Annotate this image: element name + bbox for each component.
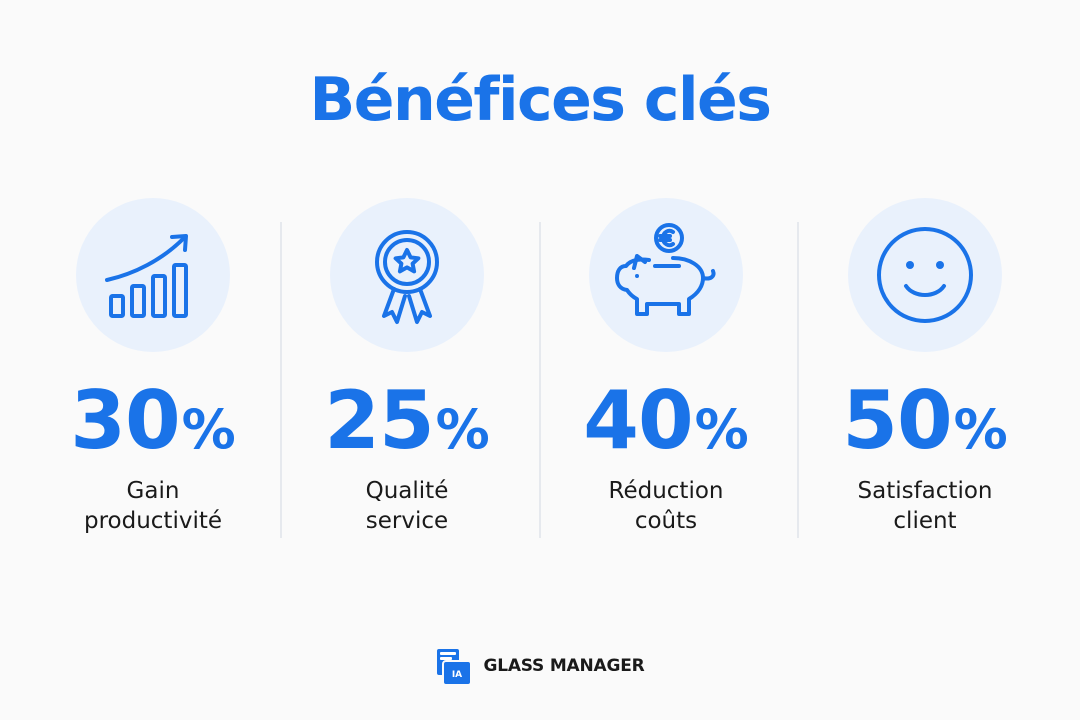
- benefit-label: Qualité service: [282, 476, 532, 536]
- benefit-label-line1: Qualité: [365, 478, 449, 504]
- benefit-card-productivity: 30% Gain productivité: [28, 198, 278, 538]
- stat-unit: %: [694, 398, 749, 461]
- stat-number: 50: [842, 374, 952, 467]
- stat-number: 25: [324, 374, 434, 467]
- piggy-bank-euro-icon: [615, 223, 716, 316]
- stat-number: 30: [70, 374, 180, 467]
- icon-circle: [330, 198, 484, 352]
- icon-circle: [589, 198, 743, 352]
- column-divider: [539, 222, 541, 538]
- logo-text: IA: [452, 670, 462, 680]
- footer-brand: IA GLASS MANAGER: [0, 645, 1080, 687]
- benefit-label: Satisfaction client: [800, 476, 1050, 536]
- award-ribbon-icon: [375, 230, 439, 324]
- stat-number: 40: [583, 374, 693, 467]
- benefit-label-line1: Gain: [126, 478, 180, 504]
- stat-value: 50%: [800, 376, 1050, 488]
- stat-unit: %: [953, 398, 1008, 461]
- stat-unit: %: [435, 398, 490, 461]
- benefit-card-quality: 25% Qualité service: [282, 198, 532, 538]
- benefit-card-satisfaction: 50% Satisfaction client: [800, 198, 1050, 538]
- stat-value: 30%: [28, 376, 278, 488]
- brand-name: GLASS MANAGER: [483, 656, 645, 676]
- stat-value: 40%: [541, 376, 791, 488]
- page-title: Bénéfices clés: [309, 65, 772, 135]
- growth-chart-icon: [105, 234, 188, 318]
- stat-value: 25%: [282, 376, 532, 488]
- benefit-card-cost-reduction: 40% Réduction coûts: [541, 198, 791, 538]
- icon-circle: [848, 198, 1002, 352]
- benefit-label-line1: Satisfaction: [857, 478, 993, 504]
- smiley-face-icon: [877, 227, 973, 323]
- benefit-label: Réduction coûts: [541, 476, 791, 536]
- benefit-label: Gain productivité: [28, 476, 278, 536]
- icon-circle: [76, 198, 230, 352]
- column-divider: [797, 222, 799, 538]
- benefit-label-line1: Réduction: [608, 478, 724, 504]
- benefit-label-line2: service: [365, 508, 449, 534]
- column-divider: [280, 222, 282, 538]
- benefit-label-line2: coûts: [634, 508, 698, 534]
- glass-manager-logo-icon: IA: [437, 649, 473, 686]
- benefit-label-line2: productivité: [83, 508, 223, 534]
- benefit-label-line2: client: [893, 508, 957, 534]
- stat-unit: %: [181, 398, 236, 461]
